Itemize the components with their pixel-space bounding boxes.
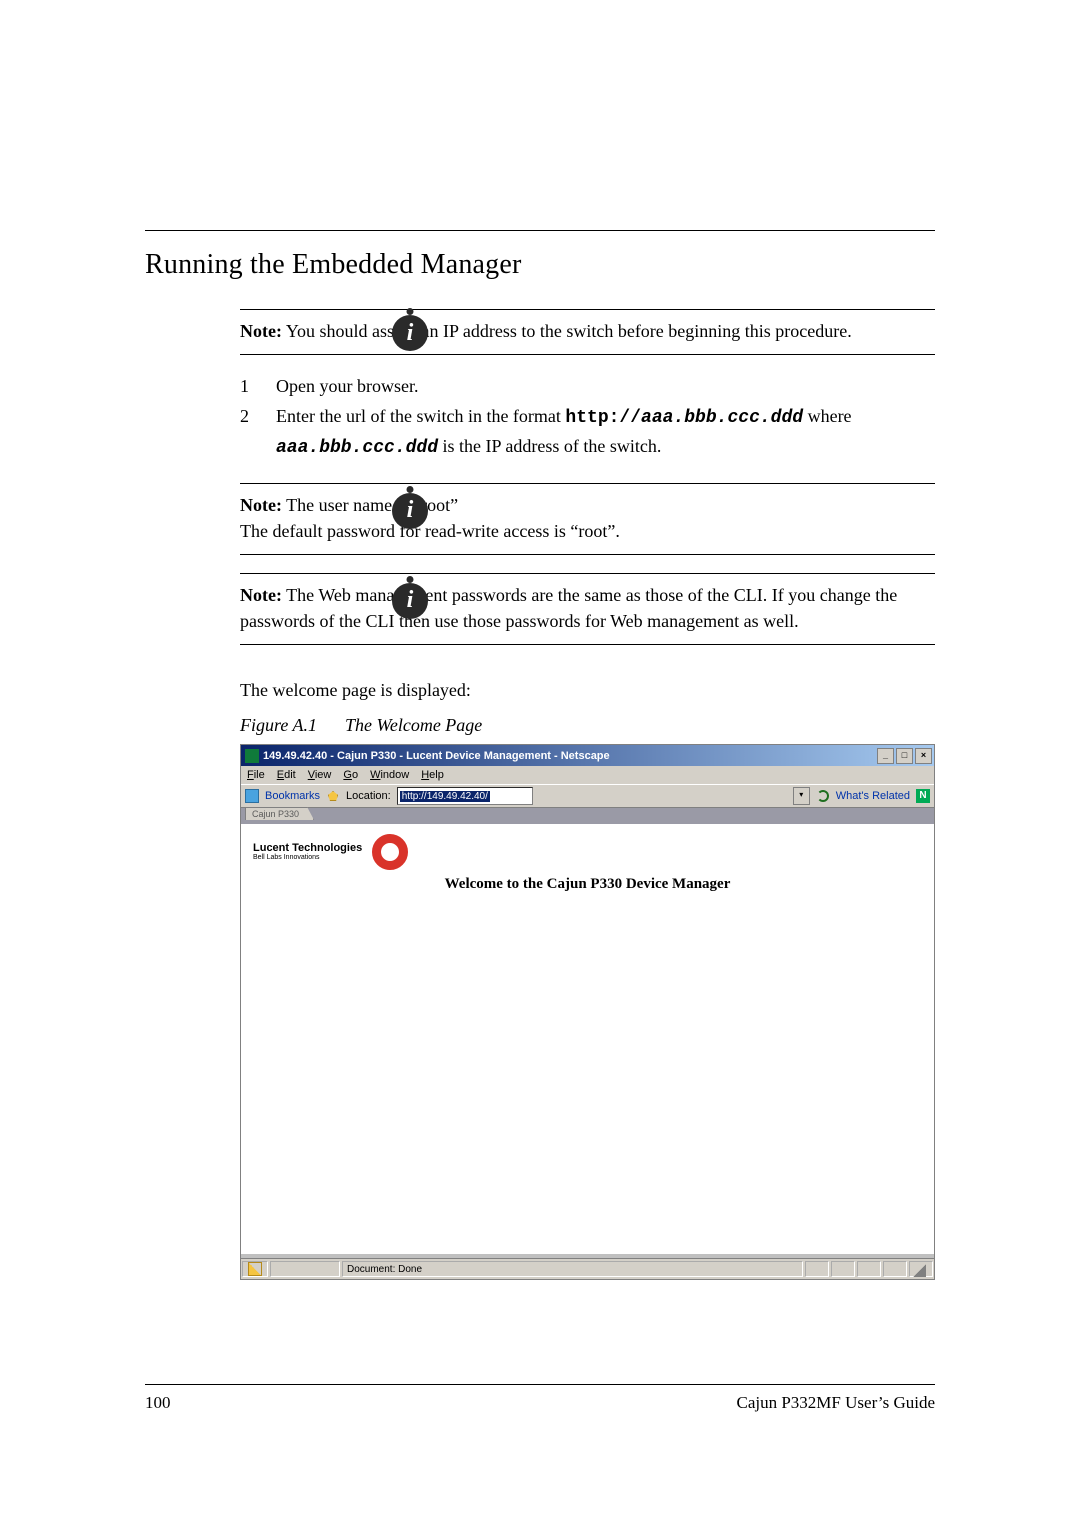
info-icon: i [392,315,428,351]
brand-row: Lucent Technologies Bell Labs Innovation… [253,834,922,870]
status-spacer [270,1261,340,1277]
footer: 100 Cajun P332MF User’s Guide [145,1384,935,1413]
minimize-button[interactable]: _ [877,748,894,764]
toolbar: Bookmarks Location: http://149.49.42.40/… [241,784,934,807]
section-title: Running the Embedded Manager [145,249,935,281]
browser-window: 149.49.42.40 - Cajun P330 - Lucent Devic… [240,744,935,1280]
status-icon [242,1261,268,1277]
app-icon [245,749,259,763]
note2-line1: The user name is “root” [286,495,458,515]
menu-edit[interactable]: Edit [277,769,296,781]
page-number: 100 [145,1393,171,1413]
figure-title: The Welcome Page [345,715,482,735]
step-2: Enter the url of the switch in the forma… [240,403,935,463]
maximize-button[interactable]: □ [896,748,913,764]
status-text: Document: Done [342,1261,803,1277]
lucent-ring-icon [372,834,408,870]
step-1: Open your browser. [240,373,935,401]
status-slot [883,1261,907,1277]
netscape-icon[interactable] [916,789,930,803]
step-1-text: Open your browser. [276,376,418,396]
location-dropdown[interactable]: ▾ [793,787,810,805]
menu-help[interactable]: Help [421,769,444,781]
note2-line2: The default password for read-write acce… [240,521,620,541]
step-2-text-c: is the IP address of the switch. [443,436,662,456]
info-icon: i [392,493,428,529]
note3-text: The Web management passwords are the sam… [240,585,897,631]
menu-view[interactable]: View [308,769,332,781]
steps-list: Open your browser. Enter the url of the … [240,373,935,463]
titlebar: 149.49.42.40 - Cajun P330 - Lucent Devic… [241,745,934,766]
bookmarks-label[interactable]: Bookmarks [265,790,320,802]
note-label: Note: [240,585,282,605]
brand-text: Lucent Technologies Bell Labs Innovation… [253,843,362,862]
menubar: File Edit View Go Window Help [241,766,934,784]
info-icon: i [392,583,428,619]
status-slot [831,1261,855,1277]
url-placeholder-1: aaa.bbb.ccc.ddd [641,408,803,428]
location-icon [326,789,340,803]
brand-name: Lucent Technologies [253,842,362,854]
tab-row: Cajun P330 [241,807,934,824]
figure-num: Figure A.1 [240,715,317,735]
menu-window[interactable]: Window [370,769,409,781]
top-rule [145,230,935,231]
status-right [804,1261,934,1277]
note-label: Note: [240,321,282,341]
related-icon[interactable] [816,789,830,803]
brand-sub: Bell Labs Innovations [253,854,362,861]
note-block-3: Note: The Web management passwords are t… [240,573,935,645]
step-2-text-a: Enter the url of the switch in the forma… [276,406,565,426]
status-slot [857,1261,881,1277]
window-title: 149.49.42.40 - Cajun P330 - Lucent Devic… [263,750,610,762]
welcome-intro: The welcome page is displayed: [240,677,935,705]
figure-caption: Figure A.1 The Welcome Page [240,715,935,736]
statusbar: Document: Done [241,1258,934,1279]
guide-title: Cajun P332MF User’s Guide [737,1393,936,1413]
tab-cajun[interactable]: Cajun P330 [245,807,314,820]
url-format-static: http:// [565,408,641,428]
note-text: You should assign an IP address to the s… [286,321,852,341]
bookmarks-icon[interactable] [245,789,259,803]
resize-grip[interactable] [909,1261,933,1277]
close-button[interactable]: × [915,748,932,764]
note-block-2: Note: The user name is “root” The defaul… [240,483,935,555]
note-label: Note: [240,495,282,515]
location-value: http://149.49.42.40/ [400,791,490,802]
browser-content: Lucent Technologies Bell Labs Innovation… [241,824,934,1254]
url-placeholder-2: aaa.bbb.ccc.ddd [276,438,438,458]
welcome-heading: Welcome to the Cajun P330 Device Manager [253,876,922,893]
note-block-1: Note: You should assign an IP address to… [240,309,935,355]
content-column: i Note: You should assign an IP address … [240,309,935,1280]
menu-go[interactable]: Go [343,769,358,781]
location-input[interactable]: http://149.49.42.40/ [397,787,533,805]
step-2-text-b: where [808,406,852,426]
menu-file[interactable]: File [247,769,265,781]
page: Running the Embedded Manager i Note: You… [0,0,1080,1528]
whats-related[interactable]: What's Related [836,790,910,802]
location-label: Location: [346,790,391,802]
status-slot [805,1261,829,1277]
